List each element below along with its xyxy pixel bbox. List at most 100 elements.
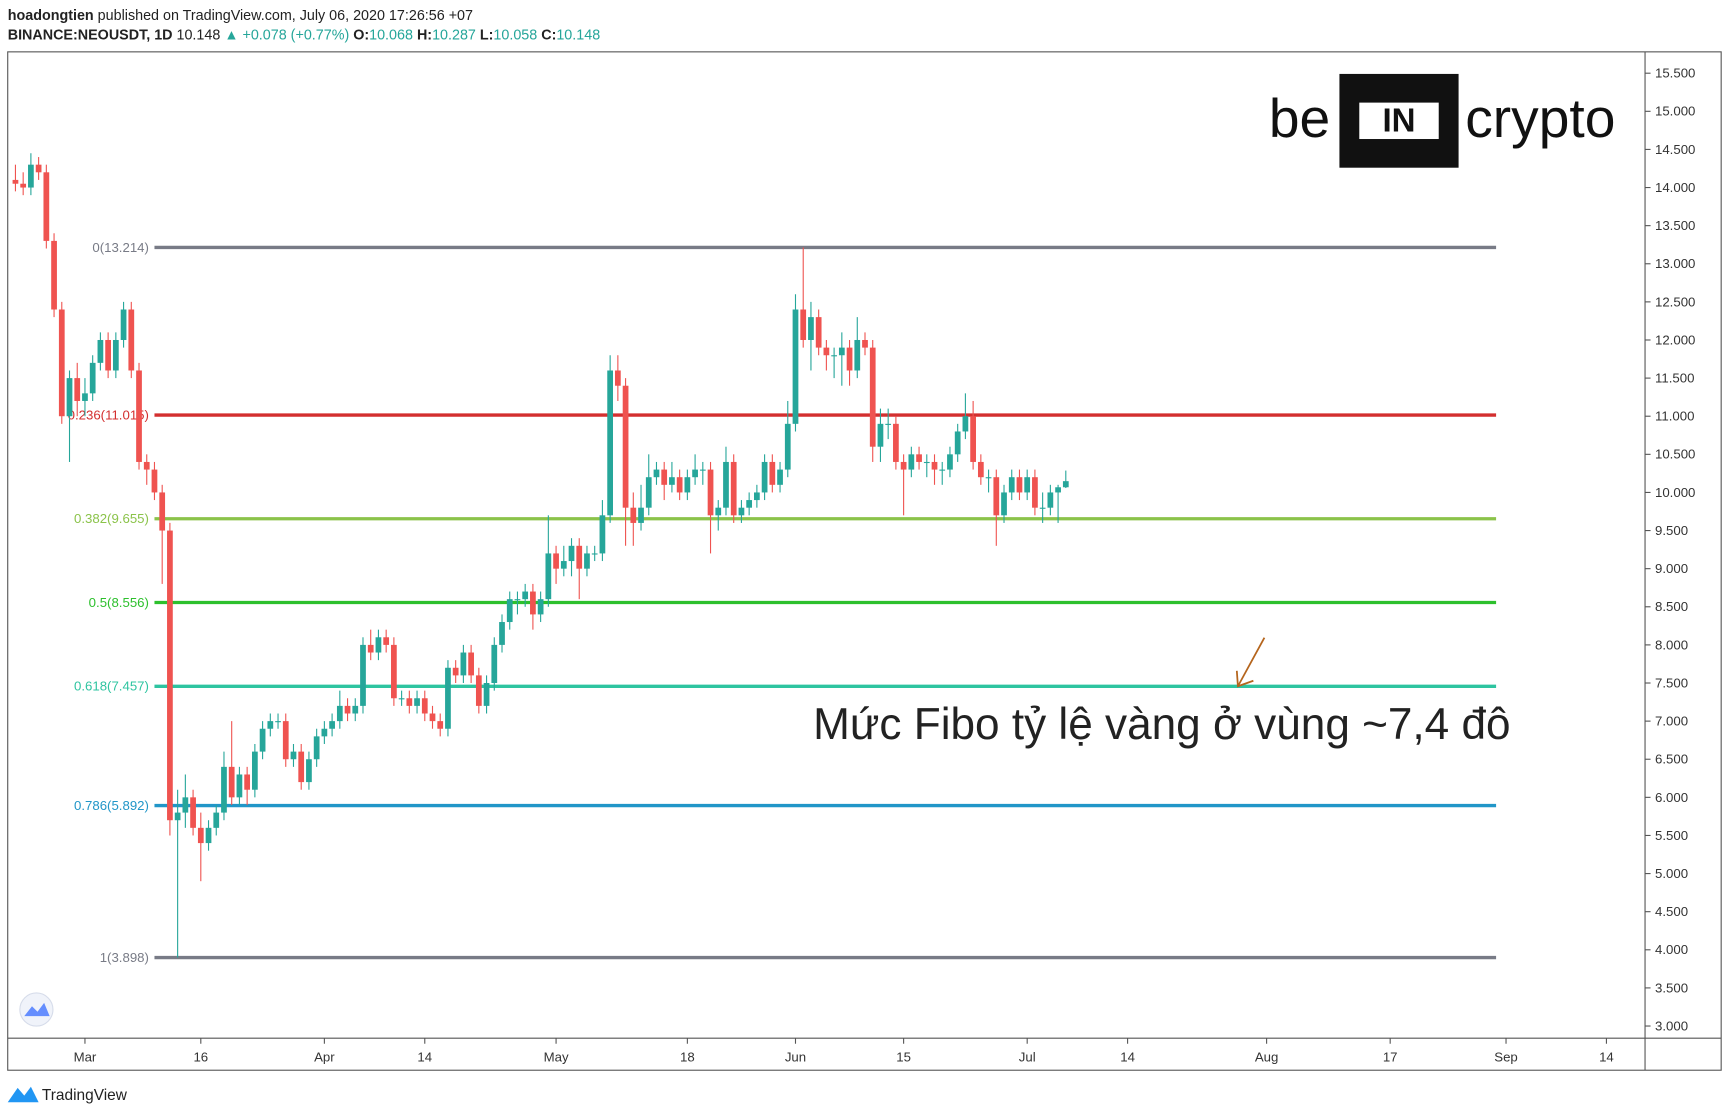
candle-body <box>468 652 474 676</box>
candle-body <box>954 431 961 455</box>
candle-body <box>213 812 220 828</box>
candle-body <box>475 675 482 706</box>
candle-body <box>190 797 196 828</box>
candle-body <box>800 309 807 340</box>
y-tick-label: 11.500 <box>1655 371 1694 386</box>
candle-body <box>499 622 505 645</box>
candle-body <box>560 561 567 569</box>
candle-body <box>391 644 397 699</box>
x-tick-label: May <box>544 1049 569 1064</box>
candle-body <box>831 355 837 357</box>
candle-body <box>51 240 57 310</box>
y-tick-label: 13.000 <box>1655 256 1695 271</box>
candle-body <box>939 469 946 471</box>
candle-body <box>174 812 181 821</box>
symbol-line: BINANCE:NEOUSDT, 1D 10.148 ▲ +0.078 (+0.… <box>8 28 600 44</box>
y-tick-label: 15.500 <box>1655 66 1695 81</box>
candle-body <box>838 347 845 356</box>
candle-body <box>1032 477 1038 508</box>
publish-line: hoadongtien published on TradingView.com… <box>8 8 473 24</box>
candle-body <box>298 751 305 783</box>
candle-body <box>275 721 281 723</box>
candle-body <box>336 705 343 722</box>
candle-body <box>877 423 884 447</box>
y-tick-label: 3.000 <box>1655 1018 1688 1033</box>
candle-body <box>398 698 405 700</box>
candle-body <box>1024 477 1031 493</box>
candle-body <box>421 698 428 714</box>
change: ▲ +0.078 (+0.77%) <box>224 28 349 44</box>
x-tick-label: Jun <box>785 1049 806 1064</box>
candle-body <box>306 759 312 783</box>
y-tick-label: 6.500 <box>1655 752 1688 767</box>
candle-body <box>128 309 135 371</box>
candle-body <box>143 461 150 470</box>
candle-body <box>715 507 722 516</box>
plot: 0(13.214) 0.236(11.015) 0.382(9.655) 0.5(8.… <box>12 153 1497 965</box>
candle-body <box>290 751 297 760</box>
arrow-head <box>1235 670 1254 688</box>
annotation: Mức Fibo tỷ lệ vàng ở vùng ~7,4 đô <box>813 700 1510 749</box>
candle-body <box>622 385 629 508</box>
candle-body <box>58 309 65 417</box>
candle-body <box>777 469 783 485</box>
y-tick-label: 13.500 <box>1655 218 1695 233</box>
o-value: 10.068 <box>369 28 413 44</box>
candle-body <box>738 507 745 516</box>
candle-body <box>730 461 737 516</box>
candle-body <box>1008 477 1015 493</box>
panel-frame <box>7 51 1722 1071</box>
candle-body <box>406 698 413 706</box>
logo-left: be <box>1269 87 1330 149</box>
fib-label: 0.236(11.015) <box>68 407 149 422</box>
candle-body <box>568 545 575 562</box>
candle-body <box>761 461 768 493</box>
candle-body <box>197 827 204 844</box>
candle-body <box>530 591 536 615</box>
footer-icon <box>7 1086 39 1103</box>
candle-body <box>12 179 19 184</box>
candle-body <box>43 172 50 241</box>
candle-body <box>808 317 814 340</box>
candle-body <box>584 553 590 569</box>
candle-body <box>460 652 467 676</box>
candle-body <box>970 416 976 462</box>
x-tick-label: 17 <box>1383 1049 1398 1064</box>
candle-body <box>522 591 529 600</box>
candle-body <box>82 393 88 401</box>
candle-body <box>74 378 81 401</box>
candle-body <box>97 339 104 363</box>
candle-body <box>120 309 127 340</box>
y-tick-label: 3.500 <box>1655 980 1688 995</box>
arrow <box>1235 637 1266 688</box>
candle-body <box>553 553 559 569</box>
y-tick-label: 7.000 <box>1655 714 1688 729</box>
y-tick-label: 12.000 <box>1655 332 1695 347</box>
candle-body <box>267 721 274 729</box>
candle-body <box>452 667 459 676</box>
candle-body <box>607 370 614 516</box>
candle-body <box>20 183 27 188</box>
candle-body <box>869 347 876 447</box>
arrow-shaft <box>1237 637 1266 687</box>
author: hoadongtien <box>8 8 94 24</box>
candle-body <box>692 469 698 478</box>
candle-body <box>1016 477 1023 493</box>
candle-body <box>112 339 119 371</box>
candle-body <box>977 461 984 478</box>
candle-body <box>1001 492 1007 516</box>
candle-body <box>893 423 899 462</box>
candle-body <box>352 705 359 714</box>
candle-body <box>792 309 799 424</box>
candle-body <box>1047 492 1054 508</box>
candle-body <box>514 599 521 601</box>
x-tick-label: 16 <box>193 1049 208 1064</box>
logo: be IN crypto <box>1269 73 1615 168</box>
fib-label: 0(13.214) <box>92 240 149 255</box>
y-tick-label: 14.000 <box>1655 180 1695 195</box>
candle-body <box>754 492 760 501</box>
candle-body <box>329 721 335 729</box>
candle-body <box>923 461 930 464</box>
